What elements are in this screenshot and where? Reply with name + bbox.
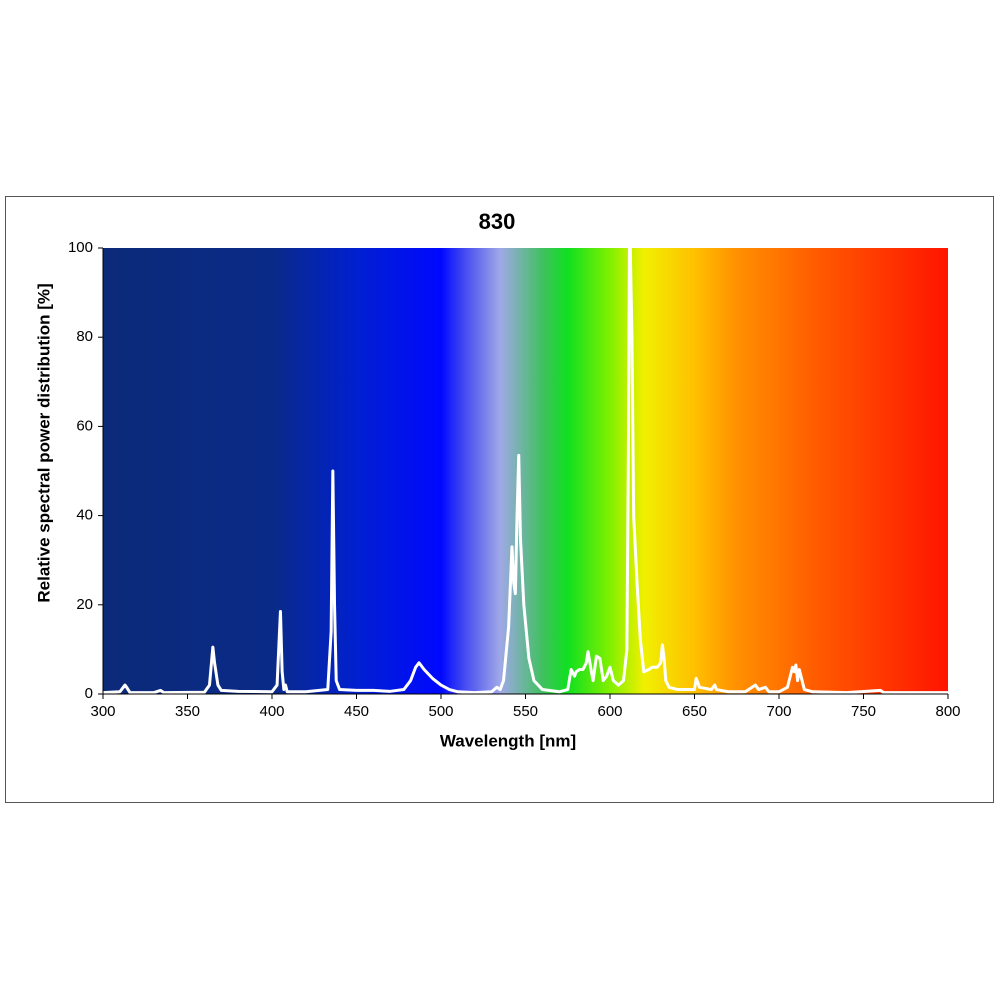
y-tick-label: 20 [76,596,93,613]
x-tick-label: 300 [90,703,115,720]
y-tick-label: 60 [76,417,93,434]
y-tick-label: 0 [85,685,93,702]
y-tick-label: 40 [76,507,93,524]
x-tick-label: 750 [851,703,876,720]
x-tick-label: 800 [935,703,960,720]
x-tick-label: 450 [344,703,369,720]
chart-title: 830 [479,209,516,234]
x-tick-label: 650 [682,703,707,720]
spectrum-line [103,248,948,694]
plot-area [103,248,948,694]
x-axis-label: Wavelength [nm] [440,731,576,750]
y-tick-label: 100 [68,239,93,256]
x-tick-label: 700 [766,703,791,720]
x-tick-label: 400 [259,703,284,720]
x-tick-label: 550 [513,703,538,720]
y-tick-label: 80 [76,328,93,345]
axes: 0 20 40 60 80 100 300 350 400 450 500 550 600 650 700 7… [68,239,961,720]
x-tick-label: 600 [597,703,622,720]
x-tick-label: 500 [428,703,453,720]
y-axis-label: Relative spectral power distribution [%] [34,283,53,602]
x-tick-label: 350 [175,703,200,720]
